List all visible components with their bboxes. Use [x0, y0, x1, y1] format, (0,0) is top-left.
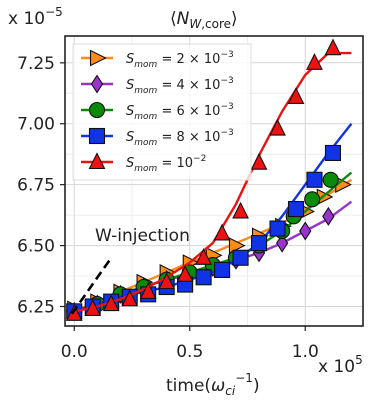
data-point: [195, 269, 212, 286]
y-exponent-label: x 10−5: [8, 5, 63, 29]
x-axis-label: time(ωci−1): [166, 371, 260, 398]
legend-marker: [88, 101, 106, 119]
x-tick-label: 0.5: [176, 342, 203, 362]
data-point: [102, 294, 120, 312]
data-point: [213, 223, 231, 241]
series-line: [70, 257, 113, 315]
data-point: [287, 200, 305, 218]
data-point: [287, 87, 305, 104]
data-point: [232, 249, 249, 266]
legend-label: Smom = 10−2: [126, 154, 206, 174]
legend-marker: [89, 49, 107, 67]
y-tick-label: 7.25: [17, 54, 55, 74]
data-point: [228, 237, 246, 254]
y-axis: 6.25 6.50 6.75 7.00 7.25: [17, 54, 65, 318]
data-point: [121, 289, 139, 307]
data-point: [250, 152, 268, 170]
legend-label: Smom = 2 × 10−3: [126, 50, 234, 70]
legend-label: Smom = 6 × 10−3: [126, 102, 234, 122]
data-point: [176, 265, 194, 282]
legend-marker: [88, 152, 106, 170]
data-point: [214, 261, 231, 278]
data-point: [306, 171, 323, 188]
series-line: [73, 51, 352, 313]
data-point: [304, 191, 321, 208]
data-point: [306, 53, 323, 70]
x-tick-label: 0.0: [61, 342, 88, 362]
y-tick-label: 7.00: [17, 115, 55, 135]
data-point: [195, 248, 212, 265]
legend-label: Smom = 8 × 10−3: [126, 128, 234, 148]
data-point: [158, 272, 176, 290]
legend-marker: [90, 74, 104, 94]
data-point: [269, 118, 286, 136]
legend-item-1: Smom = 4 × 10−3: [81, 74, 234, 96]
data-point: [324, 38, 342, 56]
data-point: [322, 171, 339, 188]
data-point: [232, 201, 249, 219]
y-tick-label: 6.75: [17, 176, 55, 196]
data-point: [139, 282, 157, 299]
data-point: [275, 233, 289, 253]
legend-marker: [88, 127, 106, 145]
legend-item-4: Smom = 10−2: [81, 152, 206, 174]
data-point: [269, 220, 286, 237]
legend-item-3: Smom = 8 × 10−3: [81, 127, 234, 148]
legend-label: Smom = 4 × 10−3: [126, 76, 234, 96]
y-tick-label: 6.50: [17, 237, 55, 257]
data-point: [250, 235, 268, 252]
legend-item-2: Smom = 6 × 10−3: [81, 101, 234, 122]
x-tick-label: 1.0: [292, 342, 319, 362]
chart-title: ⟨NW,core⟩: [170, 9, 238, 31]
y-tick-label: 6.25: [17, 298, 55, 318]
legend: Smom = 2 × 10−3 Smom = 4 × 10−3 Smom = 6 ×…: [72, 43, 252, 181]
data-point: [299, 221, 312, 241]
series-line: [73, 122, 353, 313]
series-4: [65, 38, 352, 321]
x-exponent-label: x 105: [318, 353, 363, 377]
legend-item-0: Smom = 2 × 10−3: [81, 49, 234, 70]
annotation-w-injection: W-injection: [95, 226, 190, 246]
data-point: [324, 144, 342, 162]
x-axis: 0.0 0.5 1.0: [61, 326, 319, 362]
data-point: [65, 304, 83, 321]
series-5: [70, 257, 113, 315]
data-point: [322, 206, 335, 226]
data-point: [84, 299, 102, 316]
plot-frame: [64, 35, 364, 327]
series-layer: [65, 38, 353, 321]
